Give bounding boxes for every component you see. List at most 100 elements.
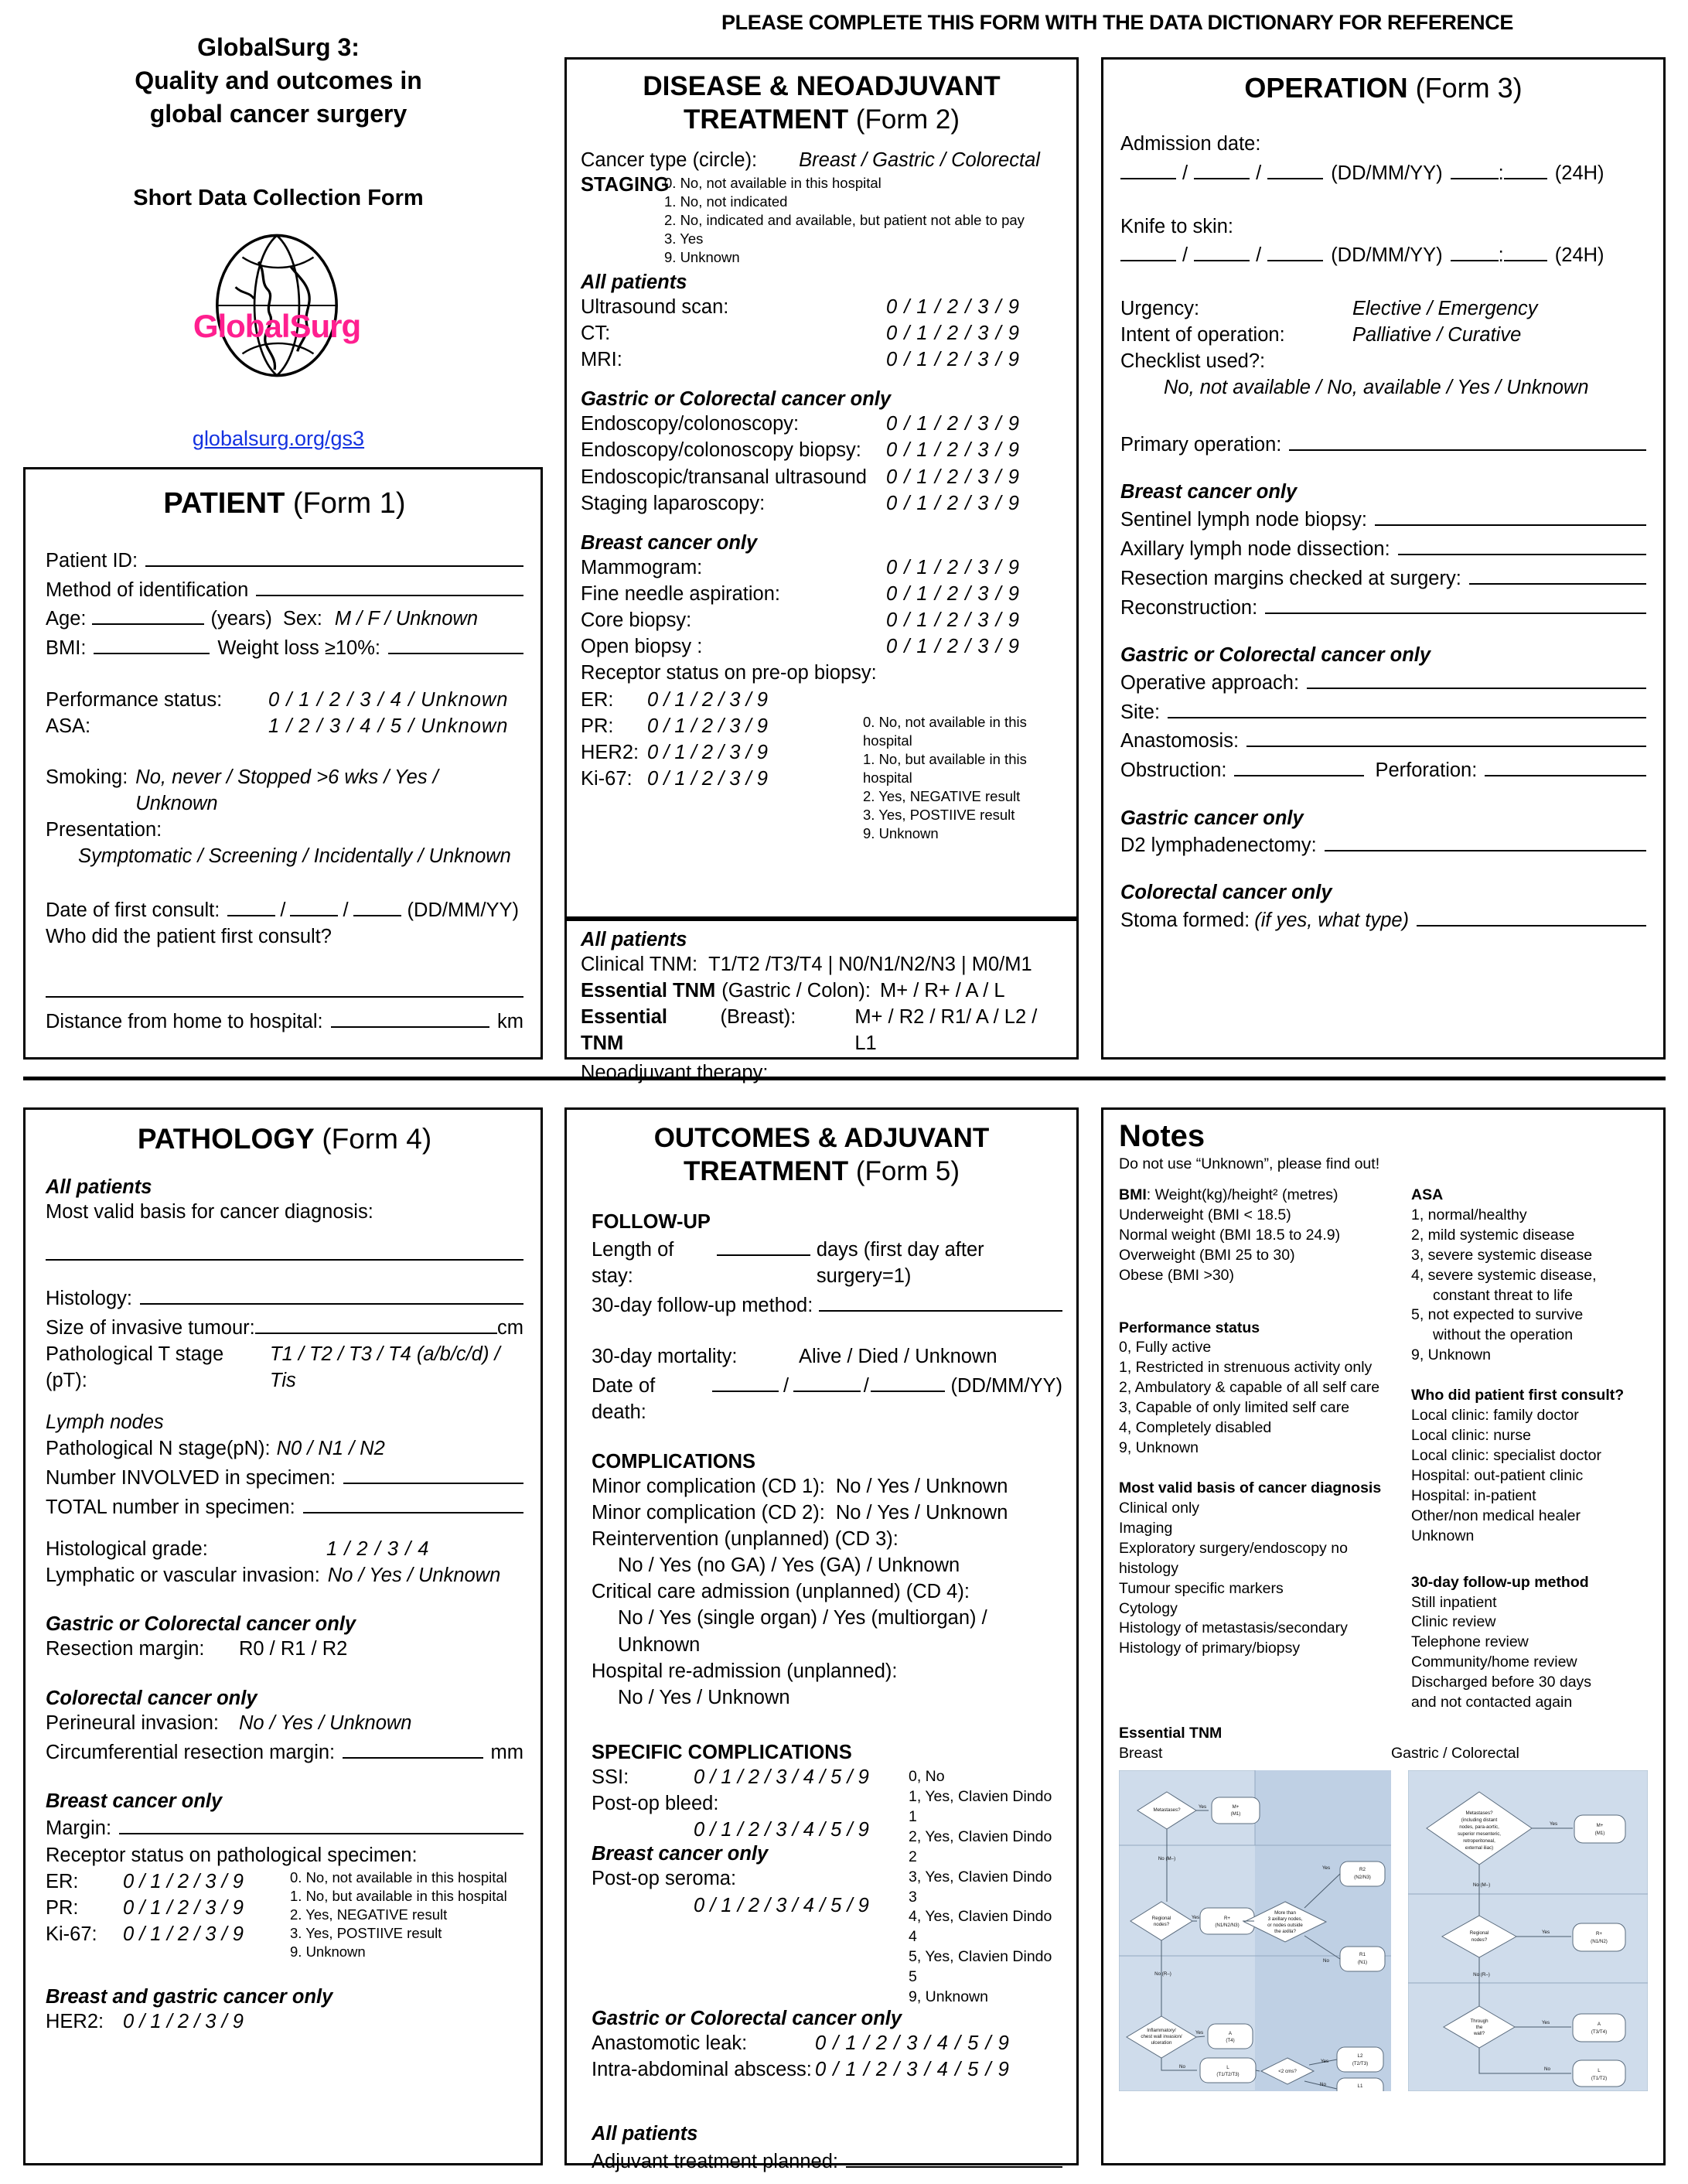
field-her2-path[interactable]: HER2: 0 / 1 / 2 / 3 / 9 [46, 2008, 523, 2035]
field-pt-stage[interactable]: Pathological T stage (pT): T1 / T2 / T3 … [46, 1341, 523, 1394]
field-neoadjuvant-therapy[interactable]: Neoadjuvant therapy: [581, 1057, 1062, 1087]
her2-preop-code[interactable]: 0 / 1 / 2 / 3 / 9 [647, 741, 768, 763]
open-biopsy-code[interactable]: 0 / 1 / 2 / 3 / 9 [886, 636, 1020, 658]
patient-id-input[interactable] [145, 544, 523, 567]
field-30day-mortality[interactable]: 30-day mortality: Alive / Died / Unknown [581, 1343, 1062, 1370]
field-transanal-ultrasound[interactable]: Endoscopic/transanal ultrasound 0 / 1 / … [581, 464, 1062, 490]
field-open-biopsy[interactable]: Open biopsy : 0 / 1 / 2 / 3 / 9 [581, 633, 1062, 660]
field-endoscopy-biopsy[interactable]: Endoscopy/colonoscopy biopsy: 0 / 1 / 2 … [581, 437, 1062, 463]
urgency-options[interactable]: Elective / Emergency [1352, 297, 1538, 319]
postop-seroma-code[interactable]: 0 / 1 / 2 / 3 / 4 / 5 / 9 [694, 1894, 869, 1916]
field-nodes-involved[interactable]: Number INVOLVED in specimen: [46, 1462, 523, 1491]
weight-loss-input[interactable] [387, 633, 523, 655]
her2-path-code[interactable]: 0 / 1 / 2 / 3 / 9 [123, 2010, 244, 2032]
admission-hour-input[interactable] [1450, 158, 1499, 180]
admission-minute-input[interactable] [1503, 158, 1547, 180]
knife-hour-input[interactable] [1450, 240, 1499, 262]
site-input[interactable] [1168, 696, 1646, 718]
cancer-type-options[interactable]: Breast / Gastric / Colorectal [799, 149, 1040, 172]
field-ki67-preop[interactable]: Ki-67: 0 / 1 / 2 / 3 / 9 [581, 766, 863, 792]
operative-approach-input[interactable] [1307, 667, 1646, 689]
globalsurg-link[interactable]: globalsurg.org/gs3 [192, 427, 365, 450]
admission-month-input[interactable] [1194, 158, 1250, 180]
sentinel-node-input[interactable] [1374, 503, 1646, 526]
obstruction-input[interactable] [1234, 755, 1365, 777]
ssi-code[interactable]: 0 / 1 / 2 / 3 / 4 / 5 / 9 [694, 1766, 869, 1789]
pn-stage-options[interactable]: N0 / N1 / N2 [276, 1438, 385, 1460]
postop-bleed-code[interactable]: 0 / 1 / 2 / 3 / 4 / 5 / 9 [694, 1819, 869, 1841]
death-year-input[interactable] [870, 1370, 945, 1393]
field-fna[interactable]: Fine needle aspiration: 0 / 1 / 2 / 3 / … [581, 581, 1062, 607]
er-preop-code[interactable]: 0 / 1 / 2 / 3 / 9 [647, 688, 768, 711]
age-input[interactable] [92, 603, 205, 626]
field-mri[interactable]: MRI: 0 / 1 / 2 / 3 / 9 [581, 346, 1062, 373]
first-consult-year-input[interactable] [353, 894, 401, 917]
first-consult-day-input[interactable] [227, 894, 276, 917]
pr-preop-code[interactable]: 0 / 1 / 2 / 3 / 9 [647, 715, 768, 737]
field-age-sex[interactable]: Age: (years) Sex: M / F / Unknown [46, 603, 523, 633]
nodes-total-input[interactable] [302, 1491, 523, 1513]
nodes-involved-input[interactable] [343, 1462, 523, 1485]
mri-code[interactable]: 0 / 1 / 2 / 3 / 9 [886, 349, 1020, 371]
followup-method-input[interactable] [819, 1289, 1062, 1312]
admission-day-input[interactable] [1120, 158, 1176, 180]
performance-status-options[interactable]: 0 / 1 / 2 / 3 / 4 / Unknown [268, 688, 509, 711]
cd3-options[interactable]: No / Yes (no GA) / Yes (GA) / Unknown [618, 1554, 960, 1577]
field-tumour-size[interactable]: Size of invasive tumour: cm [46, 1312, 523, 1341]
field-cd1[interactable]: Minor complication (CD 1): No / Yes / Un… [581, 1473, 1062, 1500]
field-er-preop[interactable]: ER: 0 / 1 / 2 / 3 / 9 [581, 687, 863, 713]
death-day-input[interactable] [711, 1370, 779, 1393]
field-resection-margin[interactable]: Resection margin: R0 / R1 / R2 [46, 1636, 523, 1662]
field-ultrasound[interactable]: Ultrasound scan: 0 / 1 / 2 / 3 / 9 [581, 294, 1062, 320]
knife-day-input[interactable] [1120, 240, 1176, 262]
field-mammogram[interactable]: Mammogram: 0 / 1 / 2 / 3 / 9 [581, 555, 1062, 581]
method-identification-input[interactable] [256, 574, 523, 596]
field-lvi[interactable]: Lymphatic or vascular invasion: No / Yes… [46, 1562, 523, 1589]
field-site[interactable]: Site: [1120, 696, 1646, 725]
perforation-input[interactable] [1485, 755, 1646, 777]
pt-stage-options[interactable]: T1 / T2 / T3 / T4 (a/b/c/d) / Tis [270, 1343, 500, 1391]
ki67-path-code[interactable]: 0 / 1 / 2 / 3 / 9 [123, 1923, 244, 1946]
field-intraabdominal-abscess[interactable]: Intra-abdominal abscess: 0 / 1 / 2 / 3 /… [581, 2056, 1062, 2083]
fna-code[interactable]: 0 / 1 / 2 / 3 / 9 [886, 583, 1020, 606]
field-pn-stage[interactable]: Pathological N stage(pN): N0 / N1 / N2 [46, 1435, 523, 1462]
most-valid-basis-input[interactable] [46, 1258, 523, 1261]
field-anastomotic-leak[interactable]: Anastomotic leak: 0 / 1 / 2 / 3 / 4 / 5 … [581, 2030, 1062, 2056]
checklist-options[interactable]: No, not available / No, available / Yes … [1164, 377, 1589, 399]
field-axillary-dissection[interactable]: Axillary lymph node dissection: [1120, 533, 1646, 562]
mortality-options[interactable]: Alive / Died / Unknown [799, 1346, 997, 1368]
field-resection-margins[interactable]: Resection margins checked at surgery: [1120, 562, 1646, 592]
field-obstruction-perforation[interactable]: Obstruction: Perforation: [1120, 755, 1646, 784]
knife-minute-input[interactable] [1503, 240, 1547, 262]
mammogram-code[interactable]: 0 / 1 / 2 / 3 / 9 [886, 556, 1020, 578]
field-smoking[interactable]: Smoking: No, never / Stopped >6 wks / Ye… [46, 764, 523, 817]
readmission-options[interactable]: No / Yes / Unknown [618, 1686, 790, 1708]
intraabdominal-abscess-code[interactable]: 0 / 1 / 2 / 3 / 4 / 5 / 9 [815, 2059, 1010, 2081]
reconstruction-input[interactable] [1265, 592, 1646, 614]
staging-laparoscopy-code[interactable]: 0 / 1 / 2 / 3 / 9 [886, 492, 1020, 514]
histological-grade-options[interactable]: 1 / 2 / 3 / 4 [326, 1538, 430, 1561]
anastomosis-input[interactable] [1246, 725, 1646, 748]
resection-margin-options[interactable]: R0 / R1 / R2 [239, 1638, 348, 1660]
asa-options[interactable]: 1 / 2 / 3 / 4 / 5 / Unknown [268, 715, 509, 737]
field-anastomosis[interactable]: Anastomosis: [1120, 725, 1646, 755]
field-method-identification[interactable]: Method of identification [46, 574, 523, 603]
pr-path-code[interactable]: 0 / 1 / 2 / 3 / 9 [123, 1896, 244, 1919]
field-sentinel-node[interactable]: Sentinel lymph node biopsy: [1120, 503, 1646, 533]
admission-year-input[interactable] [1267, 158, 1324, 180]
field-margin[interactable]: Margin: [46, 1813, 523, 1842]
death-month-input[interactable] [793, 1370, 861, 1393]
field-asa[interactable]: ASA: 1 / 2 / 3 / 4 / 5 / Unknown [46, 713, 523, 739]
field-staging-laparoscopy[interactable]: Staging laparoscopy: 0 / 1 / 2 / 3 / 9 [581, 490, 1062, 517]
cd4-options[interactable]: No / Yes (single organ) / Yes (multiorga… [618, 1607, 987, 1656]
field-cancer-type[interactable]: Cancer type (circle): Breast / Gastric /… [581, 147, 1062, 173]
field-histological-grade[interactable]: Histological grade: 1 / 2 / 3 / 4 [46, 1536, 523, 1562]
field-stoma-formed[interactable]: Stoma formed: (if yes, what type) [1120, 904, 1646, 933]
essential-tnm-gc-options[interactable]: M+ / R+ / A / L [880, 980, 1005, 1002]
field-d2-lymphadenectomy[interactable]: D2 lymphadenectomy: [1120, 830, 1646, 859]
field-length-of-stay[interactable]: Length of stay: days (first day after su… [581, 1234, 1062, 1289]
knife-year-input[interactable] [1267, 240, 1324, 262]
field-intent-operation[interactable]: Intent of operation: Palliative / Curati… [1120, 322, 1646, 348]
field-core-biopsy[interactable]: Core biopsy: 0 / 1 / 2 / 3 / 9 [581, 607, 1062, 633]
resection-margins-input[interactable] [1468, 562, 1646, 585]
